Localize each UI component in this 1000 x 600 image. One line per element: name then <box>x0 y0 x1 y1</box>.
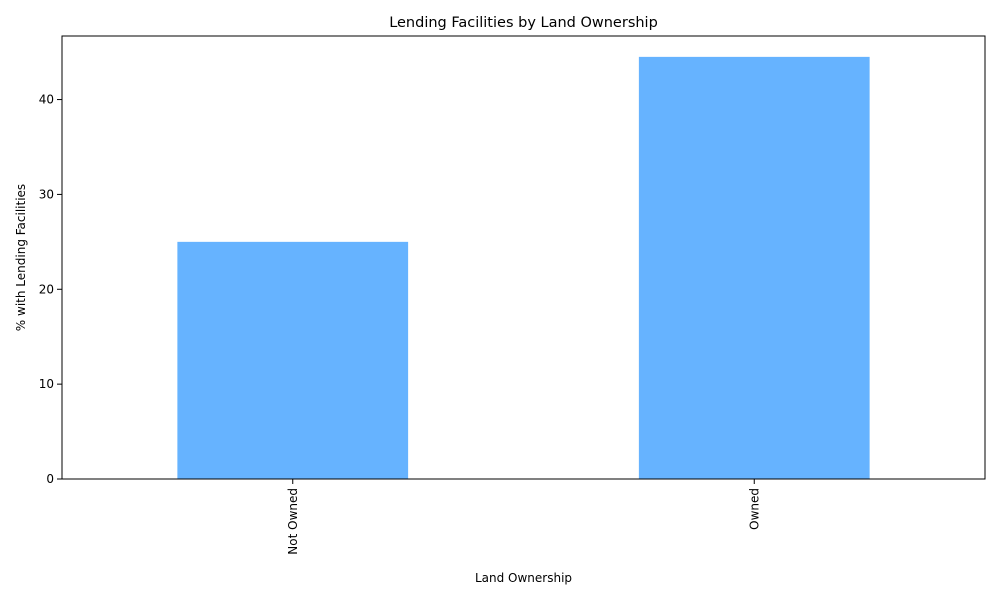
x-tick-label: Not Owned <box>286 488 300 555</box>
y-axis-ticks: 0 10 20 30 40 <box>39 93 62 486</box>
bar-not-owned <box>177 241 409 479</box>
x-axis-ticks: Not Owned Owned <box>286 479 761 555</box>
y-axis-label: % with Lending Facilities <box>14 184 28 331</box>
y-tick-label: 0 <box>46 472 54 486</box>
y-tick-label: 20 <box>39 282 54 296</box>
y-tick-label: 10 <box>39 377 54 391</box>
y-tick-label: 40 <box>39 93 54 107</box>
bars-group <box>177 56 870 479</box>
bar-owned <box>638 56 870 479</box>
x-axis-label: Land Ownership <box>475 571 572 585</box>
x-tick-label: Owned <box>747 488 761 530</box>
y-tick-label: 30 <box>39 187 54 201</box>
plot-frame <box>61 35 986 480</box>
chart-title: Lending Facilities by Land Ownership <box>389 15 658 31</box>
